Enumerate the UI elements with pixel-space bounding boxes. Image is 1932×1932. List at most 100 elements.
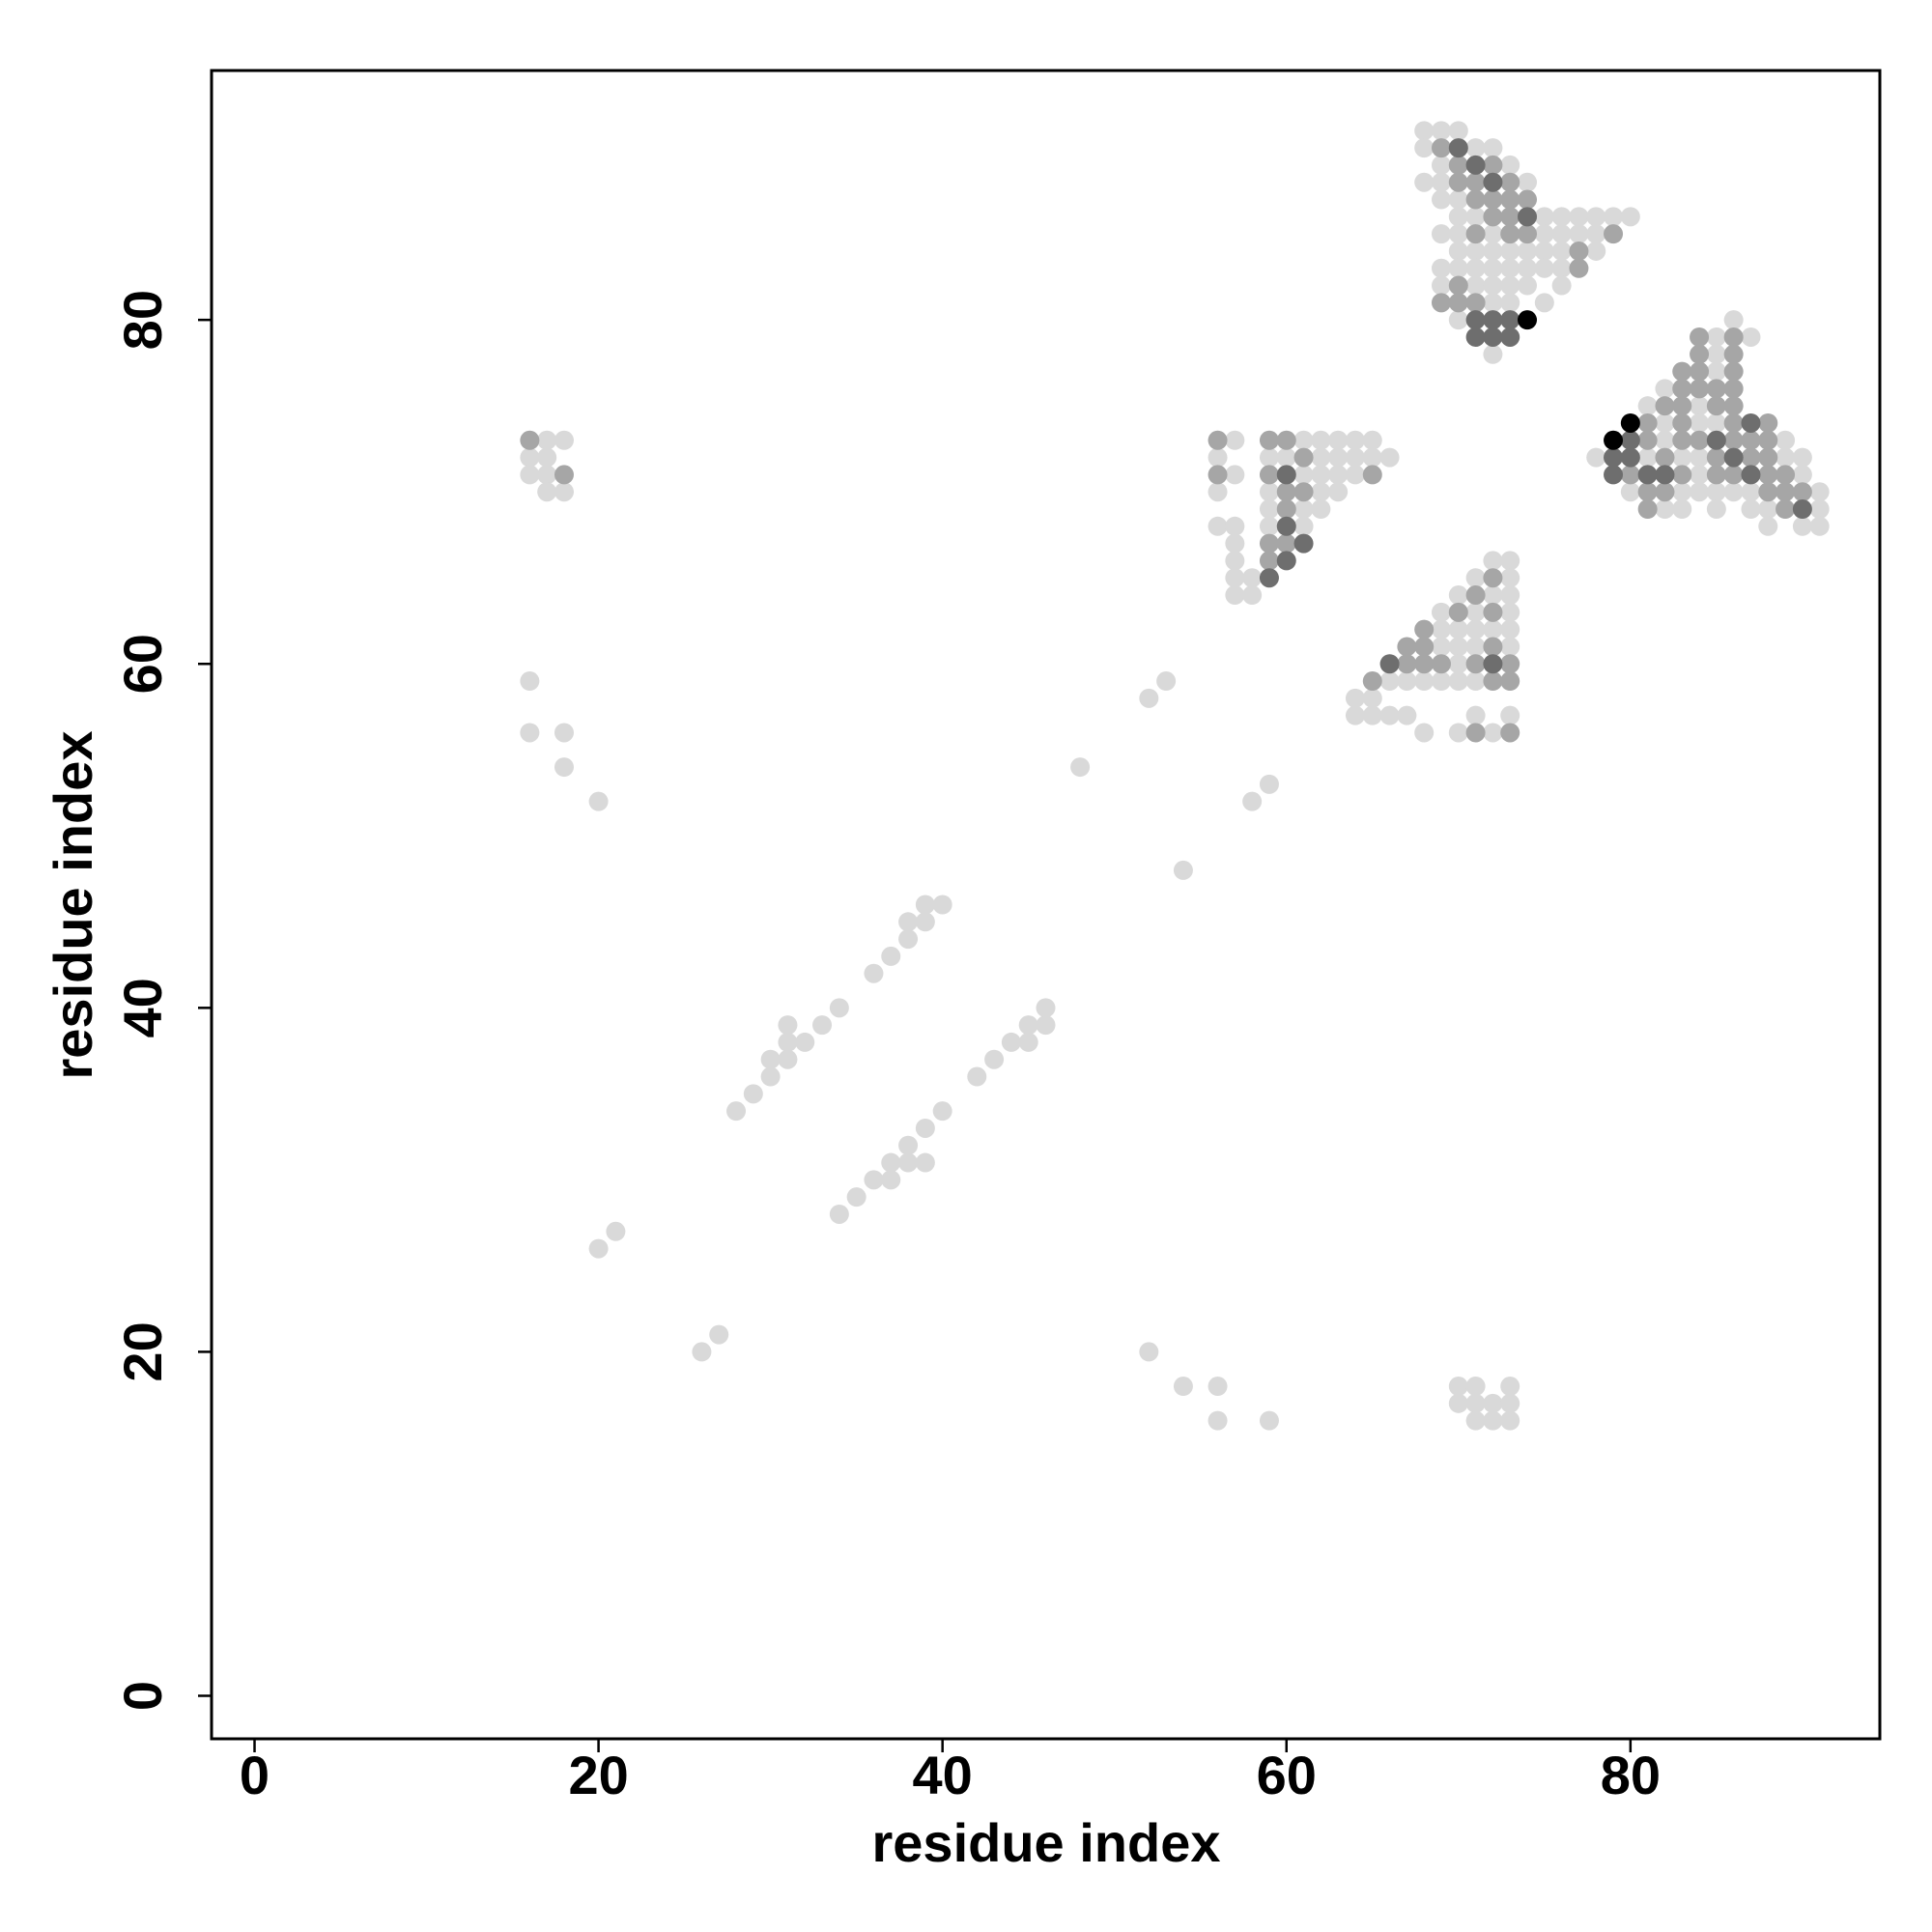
point <box>1551 224 1572 244</box>
point <box>1345 705 1365 725</box>
y-tick-label: 60 <box>112 634 173 694</box>
point <box>1655 430 1675 450</box>
point <box>1500 723 1520 743</box>
point <box>1345 430 1365 450</box>
point <box>1620 412 1640 433</box>
point <box>1483 207 1503 227</box>
point <box>1604 465 1624 485</box>
point <box>1173 860 1193 880</box>
point <box>554 465 574 485</box>
point <box>1604 224 1624 244</box>
point <box>915 1152 935 1173</box>
point <box>1809 516 1830 536</box>
point <box>1431 172 1451 192</box>
y-tick-label: 0 <box>112 1681 173 1711</box>
point <box>1620 482 1640 502</box>
point <box>1792 465 1812 485</box>
point <box>1293 516 1314 536</box>
point <box>1465 1393 1486 1413</box>
point <box>1500 1393 1520 1413</box>
point <box>1655 412 1675 433</box>
y-tick-label: 20 <box>112 1321 173 1381</box>
point <box>1483 551 1503 571</box>
point <box>1379 447 1400 468</box>
point <box>1225 568 1245 588</box>
point <box>1706 430 1726 450</box>
point <box>1242 568 1263 588</box>
point <box>1534 207 1554 227</box>
point <box>1723 344 1744 364</box>
point <box>1397 654 1417 674</box>
point <box>1637 499 1658 520</box>
point <box>898 1152 919 1173</box>
point <box>1414 723 1435 743</box>
y-tick-label: 40 <box>112 978 173 1037</box>
point <box>1690 482 1710 502</box>
point <box>778 1032 798 1052</box>
point <box>881 946 901 966</box>
point <box>1431 224 1451 244</box>
point <box>1500 327 1520 347</box>
point <box>898 912 919 932</box>
point <box>1776 465 1796 485</box>
point <box>1259 465 1279 485</box>
plot-frame <box>210 69 1882 1741</box>
point <box>1276 447 1296 468</box>
point <box>1397 637 1417 657</box>
x-tick-label: 60 <box>1257 1745 1317 1805</box>
point <box>1139 1342 1159 1362</box>
x-axis-title: residue index <box>871 1812 1220 1873</box>
point <box>1259 1410 1279 1431</box>
point <box>1431 637 1451 657</box>
point <box>1792 499 1812 520</box>
point <box>1690 396 1710 416</box>
point <box>1706 379 1726 399</box>
point <box>1776 499 1796 520</box>
point <box>1604 447 1624 468</box>
point <box>1431 189 1451 210</box>
x-tick-label: 20 <box>568 1745 628 1805</box>
point <box>1723 361 1744 382</box>
point <box>1500 293 1520 313</box>
point <box>1465 723 1486 743</box>
point <box>1723 412 1744 433</box>
point <box>1672 396 1692 416</box>
point <box>1225 516 1245 536</box>
point <box>1690 447 1710 468</box>
point <box>1448 1393 1468 1413</box>
point <box>795 1032 815 1052</box>
point <box>1500 551 1520 571</box>
point <box>1431 275 1451 296</box>
point <box>1776 482 1796 502</box>
point <box>1741 482 1761 502</box>
point <box>1397 705 1417 725</box>
point <box>1431 155 1451 175</box>
point <box>1259 516 1279 536</box>
point <box>1672 379 1692 399</box>
point <box>1620 447 1640 468</box>
point <box>1225 465 1245 485</box>
point <box>932 895 952 915</box>
point <box>1311 447 1331 468</box>
point <box>1518 207 1538 227</box>
point <box>1448 172 1468 192</box>
point <box>1706 465 1726 485</box>
point <box>1465 568 1486 588</box>
point <box>1293 447 1314 468</box>
point <box>743 1084 763 1104</box>
point <box>1551 258 1572 278</box>
point <box>1362 465 1382 485</box>
point <box>1036 998 1056 1018</box>
point <box>1551 207 1572 227</box>
point <box>1500 1410 1520 1431</box>
point <box>1483 1393 1503 1413</box>
point <box>692 1342 712 1362</box>
point <box>1706 447 1726 468</box>
point <box>1465 671 1486 692</box>
point <box>1690 344 1710 364</box>
point <box>1706 499 1726 520</box>
point <box>1448 723 1468 743</box>
point <box>554 482 574 502</box>
point <box>1723 482 1744 502</box>
point <box>1672 465 1692 485</box>
